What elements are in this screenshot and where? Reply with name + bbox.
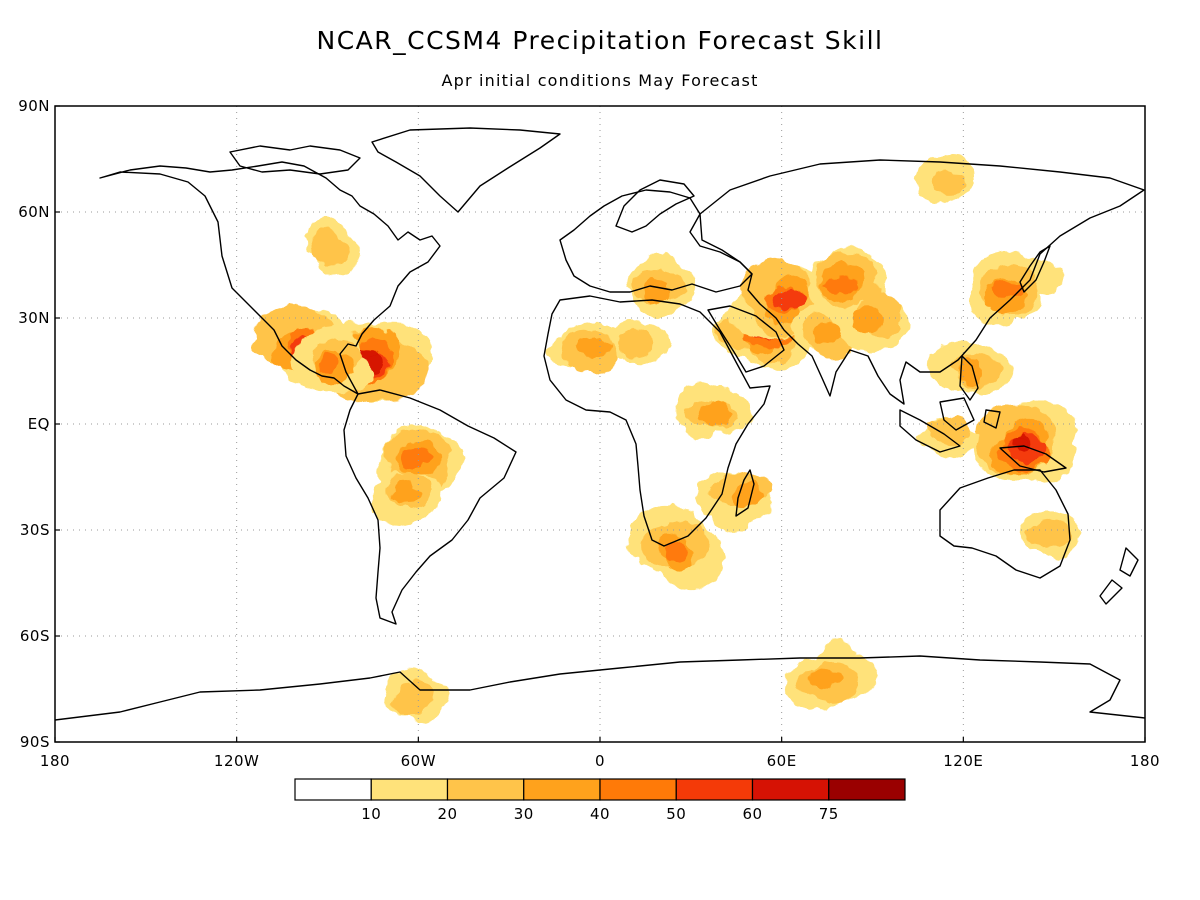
skill-patch [779, 289, 806, 308]
skill-patch [581, 336, 612, 359]
skill-region [627, 504, 725, 590]
colorbar-label: 75 [819, 805, 839, 823]
colorbar-label: 50 [666, 805, 686, 823]
arabia-coast [707, 305, 785, 373]
skill-region [1019, 511, 1080, 559]
skill-patch [621, 334, 650, 353]
north-america-coast [99, 161, 441, 395]
colorbar-swatch [370, 778, 449, 801]
colorbar-swatch [523, 778, 601, 801]
skill-region [972, 400, 1077, 483]
skill-region [791, 305, 854, 360]
skill-region [695, 472, 773, 533]
chart-title: NCAR_CCSM4 Precipitation Forecast Skill [316, 26, 884, 55]
lat-tick-label: 30N [18, 309, 50, 327]
australia-coast [939, 469, 1071, 579]
chart-subtitle: Apr initial conditions May Forecast [441, 71, 759, 90]
lon-tick-label: 180 [40, 752, 70, 770]
colorbar-swatch [751, 778, 830, 801]
colorbar: 10 20 30 40 50 60 75 [294, 778, 906, 823]
lat-tick-label: 90N [18, 97, 50, 115]
skill-region [969, 251, 1064, 326]
south-america-coast [343, 389, 517, 625]
new-zealand-coast [1099, 547, 1139, 605]
skill-region [928, 341, 1013, 394]
skill-patch [315, 238, 351, 266]
arctic-islands-coast [229, 145, 361, 175]
skill-region [918, 416, 979, 460]
skill-patch [665, 545, 688, 564]
new-guinea-coast [999, 445, 1067, 473]
colorbar-label: 40 [590, 805, 610, 823]
colorbar-swatch [828, 778, 906, 801]
skill-patch [321, 352, 338, 372]
skill-patch [822, 278, 852, 293]
lat-tick-label: EQ [28, 415, 50, 433]
skill-patch [852, 310, 883, 334]
asia-coast [699, 159, 1145, 405]
lon-tick-label: 60W [401, 752, 436, 770]
colorbar-swatch [675, 778, 754, 801]
skill-region [385, 667, 451, 724]
skill-patch [1003, 283, 1023, 298]
colorbar-swatch [294, 778, 372, 801]
gridlines [55, 106, 1145, 742]
lon-tick-label: 120W [214, 752, 259, 770]
skill-patch [820, 670, 844, 686]
skill-region [676, 381, 754, 439]
lon-tick-label: 60E [767, 752, 797, 770]
colorbar-swatch [446, 778, 525, 801]
indonesia-coast [899, 397, 1001, 453]
skill-region [370, 473, 441, 525]
skill-region [837, 292, 910, 352]
colorbar-label: 30 [514, 805, 534, 823]
skill-region [785, 639, 878, 710]
skill-region [626, 251, 696, 318]
skill-patch [698, 403, 731, 428]
lat-tick-label: 90S [20, 733, 50, 751]
japan-coast [1019, 245, 1051, 293]
madagascar-coast [735, 469, 755, 517]
colorbar-label: 60 [742, 805, 762, 823]
colorbar-label: 10 [361, 805, 381, 823]
skill-patch [931, 172, 963, 190]
skill-region [546, 322, 622, 374]
skill-region [612, 319, 670, 364]
lat-tick-label: 60S [20, 627, 50, 645]
antarctica-coast [55, 655, 1145, 721]
skill-region [306, 215, 360, 276]
philippines-coast [959, 355, 979, 401]
colorbar-label: 20 [437, 805, 457, 823]
skill-shading-layer [253, 153, 1080, 724]
lon-tick-label: 0 [595, 752, 605, 770]
skill-patch [1036, 520, 1073, 547]
lat-tick-label: 30S [20, 521, 50, 539]
skill-patch [1012, 436, 1030, 452]
colorbar-swatch [599, 778, 677, 801]
greenland-coast [371, 127, 561, 213]
skill-patch [814, 327, 834, 344]
lon-tick-label: 180 [1130, 752, 1160, 770]
skill-patch [963, 363, 982, 388]
skill-patch [407, 448, 433, 464]
coastlines [55, 127, 1145, 721]
skill-patch [390, 487, 422, 503]
lat-tick-label: 60N [18, 203, 50, 221]
lon-tick-label: 120E [943, 752, 983, 770]
africa-coast [543, 295, 771, 547]
scandinavia-coast [615, 179, 695, 233]
skill-patch [404, 680, 434, 709]
